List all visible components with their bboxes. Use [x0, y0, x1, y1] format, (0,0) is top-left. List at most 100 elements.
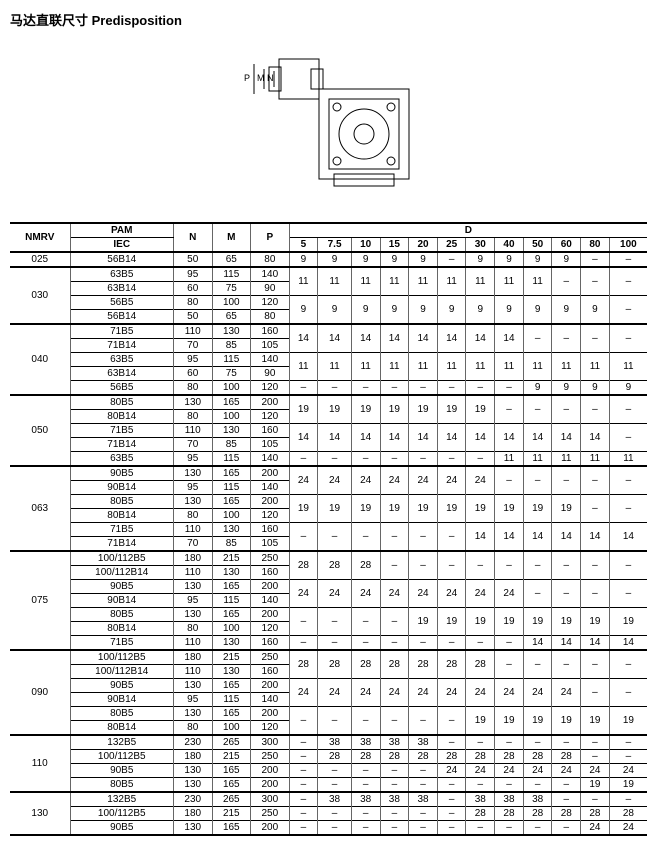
d-cell: – [609, 495, 647, 523]
d-cell: 9 [351, 252, 380, 267]
col-d-15: 15 [380, 238, 409, 253]
col-d-100: 100 [609, 238, 647, 253]
d-cell: 11 [318, 267, 352, 296]
nmrv-cell: 040 [10, 324, 70, 395]
n-cell: 80 [173, 381, 212, 396]
n-cell: 110 [173, 424, 212, 438]
p-cell: 200 [251, 821, 290, 836]
d-cell: – [466, 381, 495, 396]
m-cell: 130 [212, 324, 251, 339]
d-cell: 24 [380, 580, 409, 608]
d-cell: – [351, 778, 380, 793]
col-d-30: 30 [466, 238, 495, 253]
d-cell: 9 [609, 381, 647, 396]
d-cell: – [552, 267, 581, 296]
iec-cell: 90B5 [70, 679, 173, 693]
d-cell: 24 [437, 679, 466, 707]
d-cell: 19 [609, 608, 647, 636]
d-cell: 24 [466, 580, 495, 608]
d-cell: – [495, 821, 524, 836]
d-cell: 14 [351, 324, 380, 353]
d-cell: 14 [318, 324, 352, 353]
d-cell: 14 [466, 424, 495, 452]
d-cell: 14 [437, 424, 466, 452]
d-cell: 9 [466, 252, 495, 267]
d-cell: 19 [351, 495, 380, 523]
d-cell: 11 [318, 353, 352, 381]
iec-cell: 90B5 [70, 580, 173, 594]
n-cell: 70 [173, 438, 212, 452]
p-cell: 120 [251, 296, 290, 310]
n-cell: 110 [173, 566, 212, 580]
d-cell: – [409, 523, 438, 552]
n-cell: 95 [173, 594, 212, 608]
iec-cell: 90B14 [70, 594, 173, 608]
d-cell: – [466, 778, 495, 793]
p-cell: 120 [251, 381, 290, 396]
m-cell: 215 [212, 650, 251, 665]
d-cell: 11 [409, 353, 438, 381]
d-cell: – [552, 650, 581, 679]
m-cell: 130 [212, 523, 251, 537]
d-cell: – [437, 821, 466, 836]
p-cell: 90 [251, 282, 290, 296]
d-cell: 19 [581, 778, 610, 793]
nmrv-cell: 025 [10, 252, 70, 267]
n-cell: 80 [173, 410, 212, 424]
iec-cell: 80B5 [70, 395, 173, 410]
p-cell: 80 [251, 252, 290, 267]
d-cell: 19 [466, 495, 495, 523]
d-cell: 28 [318, 650, 352, 679]
iec-cell: 80B5 [70, 778, 173, 793]
d-cell: 19 [466, 395, 495, 424]
m-cell: 165 [212, 679, 251, 693]
d-cell: 24 [351, 679, 380, 707]
iec-cell: 90B5 [70, 821, 173, 836]
technical-drawing: P M N [10, 39, 647, 202]
d-cell: 14 [289, 424, 318, 452]
d-cell: 28 [552, 750, 581, 764]
n-cell: 130 [173, 395, 212, 410]
d-cell: – [609, 324, 647, 353]
d-cell: 28 [409, 750, 438, 764]
d-cell: 14 [581, 523, 610, 552]
d-cell: – [289, 608, 318, 636]
d-cell: 19 [289, 495, 318, 523]
nmrv-cell: 050 [10, 395, 70, 466]
p-cell: 160 [251, 636, 290, 651]
n-cell: 60 [173, 282, 212, 296]
d-cell: – [581, 750, 610, 764]
d-cell: – [523, 580, 552, 608]
d-cell: – [351, 636, 380, 651]
d-cell: 9 [318, 296, 352, 325]
d-cell: 38 [495, 792, 524, 807]
d-cell: 11 [466, 353, 495, 381]
iec-cell: 100/112B14 [70, 566, 173, 580]
d-cell: 24 [552, 679, 581, 707]
d-cell: 9 [409, 296, 438, 325]
col-pam: PAM [70, 223, 173, 238]
iec-cell: 80B5 [70, 608, 173, 622]
n-cell: 80 [173, 622, 212, 636]
d-cell: 28 [351, 551, 380, 580]
d-cell: – [581, 551, 610, 580]
d-cell: 19 [523, 707, 552, 736]
n-cell: 130 [173, 679, 212, 693]
d-cell: 9 [437, 296, 466, 325]
d-cell: 14 [495, 424, 524, 452]
iec-cell: 71B14 [70, 537, 173, 552]
n-cell: 130 [173, 580, 212, 594]
iec-cell: 63B14 [70, 367, 173, 381]
d-cell: 9 [523, 381, 552, 396]
d-cell: 38 [380, 735, 409, 750]
d-cell: – [581, 679, 610, 707]
d-cell: 28 [466, 750, 495, 764]
d-cell: – [289, 764, 318, 778]
col-d-50: 50 [523, 238, 552, 253]
d-cell: – [289, 750, 318, 764]
d-cell: – [351, 452, 380, 467]
p-cell: 160 [251, 566, 290, 580]
p-cell: 200 [251, 707, 290, 721]
n-cell: 50 [173, 252, 212, 267]
p-cell: 140 [251, 353, 290, 367]
